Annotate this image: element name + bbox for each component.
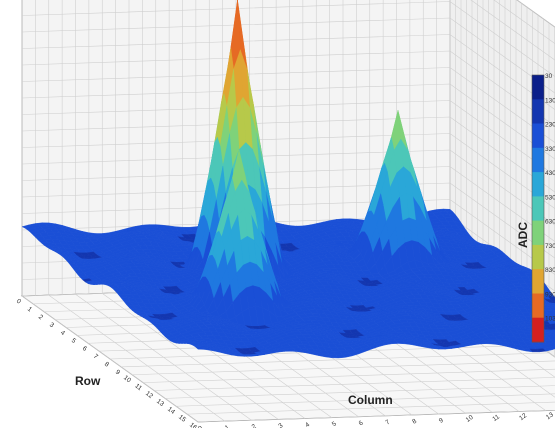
row-tick-label: 12 (144, 390, 154, 400)
row-tick-label: 10 (122, 374, 132, 384)
column-tick-label: 3 (277, 422, 284, 428)
colorbar-tick-label: 130 (545, 97, 555, 104)
column-tick-label: 5 (331, 420, 338, 428)
z-axis-label: ADC (516, 222, 530, 248)
row-tick-label: 9 (114, 369, 121, 377)
row-tick-label: 1 (26, 306, 33, 314)
row-tick-label: 4 (59, 329, 66, 337)
row-tick-label: 11 (133, 383, 143, 393)
column-tick-label: 10 (465, 414, 475, 424)
row-tick-label: 2 (37, 314, 44, 322)
surface-plot (21, 0, 555, 359)
colorbar-segment (532, 123, 544, 149)
column-tick-label: 11 (491, 413, 501, 423)
colorbar-segment (532, 196, 544, 222)
colorbar-tick-label: 430 (545, 170, 555, 177)
floor-gridline (142, 368, 555, 383)
colorbar-segment (532, 147, 544, 173)
row-tick-label: 15 (177, 414, 187, 424)
colorbar-segment (532, 75, 544, 100)
floor-gridline (120, 352, 550, 368)
column-tick-label: 7 (384, 418, 391, 426)
floor-gridline (164, 385, 555, 399)
column-tick-label: 13 (545, 411, 555, 421)
floor-gridline (153, 377, 555, 391)
column-tick-label: 2 (251, 423, 258, 428)
colorbar-tick-label: 830 (545, 267, 555, 274)
colorbar-tick-label: 330 (545, 146, 555, 153)
colorbar-segment (532, 269, 544, 294)
colorbar-segment (532, 293, 544, 319)
colorbar-segment (532, 244, 544, 270)
colorbar-segment (532, 317, 544, 343)
colorbar-segment (532, 99, 544, 125)
floor-gridline (131, 360, 555, 376)
y-axis-label: Row (75, 374, 101, 388)
column-tick-label: 4 (304, 421, 311, 428)
column-tick-label: 12 (518, 412, 528, 422)
floor-gridline (186, 401, 555, 415)
colorbar-tick-label: 230 (545, 122, 555, 129)
colorbar-segment (532, 220, 544, 246)
row-tick-label: 8 (103, 361, 110, 369)
row-tick-label: 13 (155, 398, 165, 408)
row-tick-label: 14 (166, 406, 176, 416)
colorbar-tick-label: 730 (545, 243, 555, 250)
x-axis-label: Column (348, 393, 393, 407)
colorbar-tick-label: 530 (545, 194, 555, 201)
row-tick-label: 6 (81, 345, 88, 353)
row-tick-label: 3 (48, 321, 55, 329)
colorbar-tick-label: 630 (545, 219, 555, 226)
row-tick-label: 0 (15, 298, 22, 306)
colorbar-segment (532, 172, 544, 197)
colorbar: 30 130 230 330 430 530 630 730 830 930 1030 (531, 73, 555, 343)
surface-cell (194, 346, 206, 350)
column-tick-label: 9 (438, 417, 445, 425)
colorbar-tick-label: 30 (545, 73, 553, 80)
column-tick-label: 8 (411, 418, 418, 426)
colorbar-tick-label: 930 (545, 292, 555, 299)
column-tick-label: 1 (224, 424, 231, 428)
row-tick-label: 16 (188, 422, 198, 428)
floor-gridline (175, 393, 555, 407)
column-tick-label: 6 (358, 419, 365, 427)
colorbar-tick-label: 1030 (545, 316, 555, 323)
column-tick-label: 0 (197, 425, 204, 428)
row-tick-label: 5 (70, 337, 77, 345)
chart-axes: 0123456789101112131415160123456789101112… (15, 298, 555, 428)
row-tick-label: 7 (92, 353, 99, 361)
colorbar-frame (531, 74, 545, 343)
